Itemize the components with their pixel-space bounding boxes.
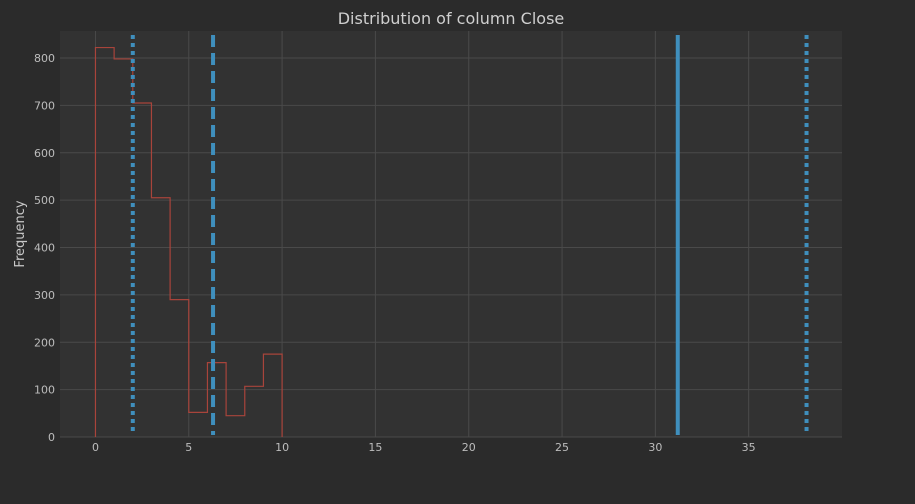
x-tick-label: 0 xyxy=(92,441,99,454)
y-tick-label: 0 xyxy=(48,431,55,444)
y-axis-label: Frequency xyxy=(13,200,28,267)
histogram-outline xyxy=(94,46,283,437)
histogram-bin xyxy=(95,48,114,437)
y-tick-label: 400 xyxy=(34,242,55,255)
x-tick-label: 35 xyxy=(742,441,756,454)
x-tick-label: 30 xyxy=(648,441,662,454)
reference-lines xyxy=(130,35,809,435)
x-tick-label: 5 xyxy=(185,441,192,454)
plot-area xyxy=(60,31,842,437)
chart-title: Distribution of column Close xyxy=(338,9,565,28)
x-tick-label: 25 xyxy=(555,441,569,454)
histogram-bin xyxy=(189,412,208,437)
histogram-bin xyxy=(226,416,245,437)
y-tick-label: 800 xyxy=(34,52,55,65)
histogram-bin xyxy=(245,386,264,437)
y-tick-label: 500 xyxy=(34,194,55,207)
x-axis-ticks: 0 5 10 15 20 25 30 35 xyxy=(92,441,756,454)
y-tick-label: 700 xyxy=(34,99,55,112)
histogram-bin xyxy=(114,59,133,437)
histogram-bin xyxy=(170,300,189,437)
histogram-bin xyxy=(133,103,152,437)
y-tick-label: 300 xyxy=(34,289,55,302)
y-tick-label: 600 xyxy=(34,147,55,160)
y-tick-label: 100 xyxy=(34,384,55,397)
histogram-bin xyxy=(207,363,226,437)
histogram-bin xyxy=(263,354,282,437)
grid xyxy=(60,31,842,438)
histogram-bin xyxy=(151,198,170,437)
y-axis-ticks: 0 100 200 300 400 500 600 700 800 xyxy=(34,52,55,444)
histogram xyxy=(94,46,283,437)
x-tick-label: 15 xyxy=(368,441,382,454)
x-tick-label: 20 xyxy=(462,441,476,454)
y-tick-label: 200 xyxy=(34,336,55,349)
x-tick-label: 10 xyxy=(275,441,289,454)
